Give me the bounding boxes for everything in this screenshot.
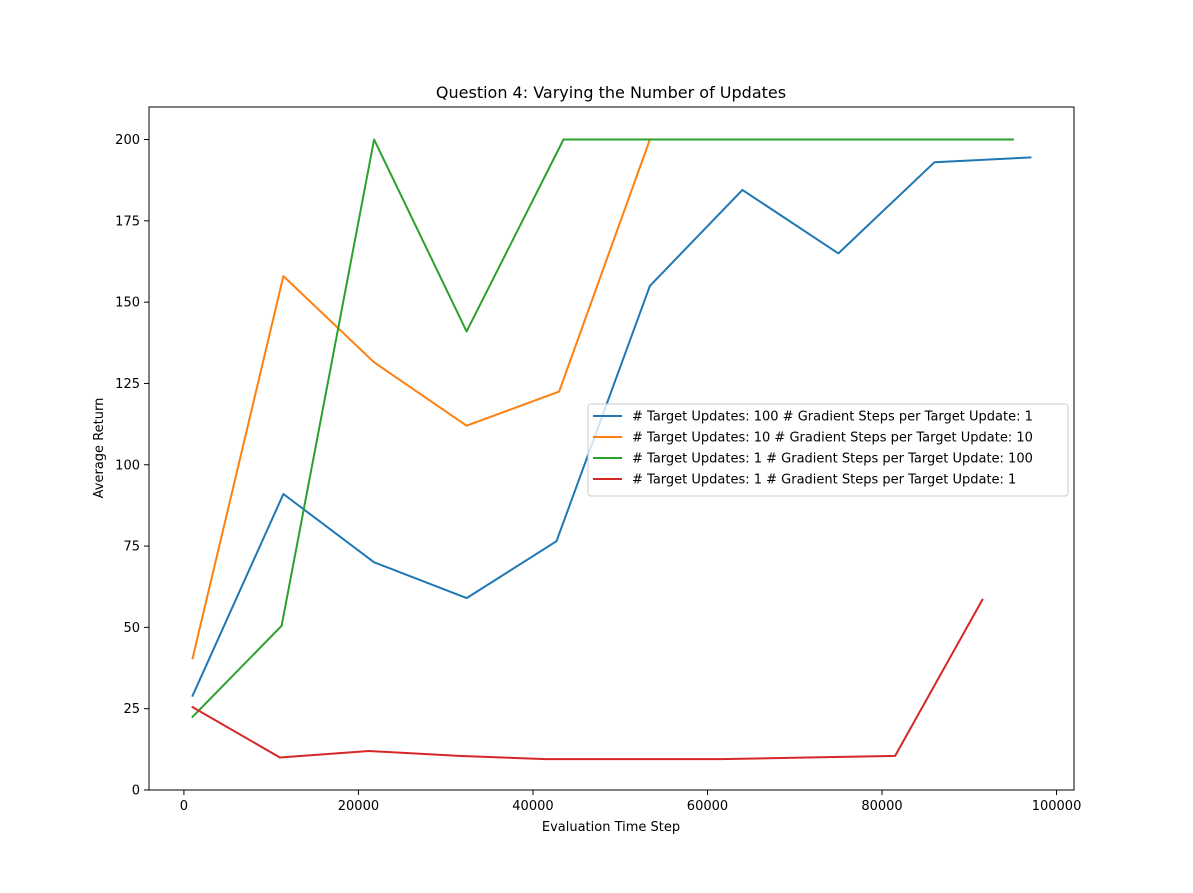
y-tick-label: 25 [123, 702, 140, 717]
y-axis-label: Average Return [92, 398, 107, 499]
y-tick-label: 175 [115, 214, 140, 229]
y-tick-label: 200 [115, 133, 140, 148]
legend-label-3: # Target Updates: 1 # Gradient Steps per… [632, 452, 1033, 467]
legend-label-2: # Target Updates: 10 # Gradient Steps pe… [632, 431, 1033, 446]
plot-area: 0 20000 40000 60000 80000 100000 0 25 50 75 100 125… [115, 106, 1082, 814]
y-tick-label: 125 [115, 377, 140, 392]
x-tick-label: 100000 [1032, 799, 1082, 814]
axes-frame [148, 106, 1075, 791]
x-axis-label: Evaluation Time Step [542, 820, 680, 835]
x-tick-label: 80000 [861, 799, 902, 814]
y-tick-label: 150 [115, 296, 140, 311]
x-tick-label: 40000 [512, 799, 553, 814]
legend-box [587, 403, 1069, 497]
y-tick-label: 0 [132, 784, 140, 799]
y-tick-label: 100 [115, 458, 140, 473]
legend: # Target Updates: 100 # Gradient Steps p… [587, 403, 1069, 497]
x-tick-label: 60000 [687, 799, 728, 814]
series-line-2 [191, 138, 652, 660]
x-tick-label: 0 [180, 799, 188, 814]
series-line-4 [191, 598, 984, 761]
legend-label-1: # Target Updates: 100 # Gradient Steps p… [632, 410, 1033, 425]
x-tick-label: 20000 [338, 799, 379, 814]
legend-label-4: # Target Updates: 1 # Gradient Steps per… [632, 473, 1016, 488]
series-line-3 [191, 138, 1014, 719]
y-tick-label: 75 [123, 540, 140, 555]
y-tick-label: 50 [123, 621, 140, 636]
chart-title: Question 4: Varying the Number of Update… [436, 83, 786, 102]
